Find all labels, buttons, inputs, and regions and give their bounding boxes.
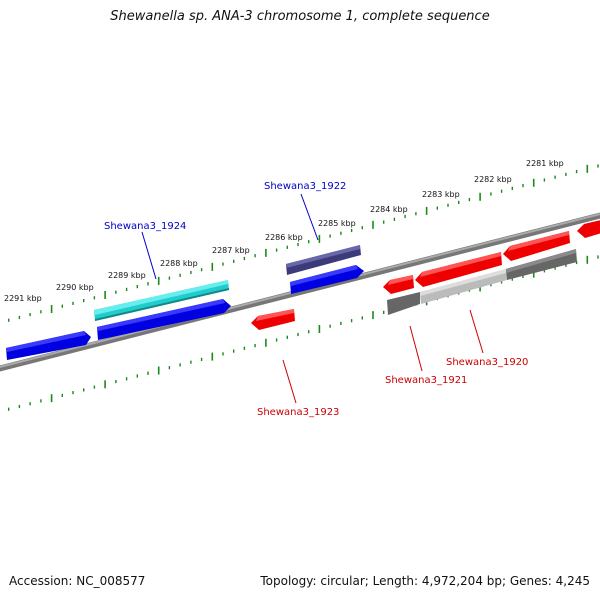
gene-shewana3-1923-arrow[interactable] <box>251 309 295 330</box>
callout-line-1922 <box>300 193 319 241</box>
map-title: Shewanella sp. ANA-3 chromosome 1, compl… <box>110 9 490 24</box>
scale-label: 2284 kbp <box>370 205 408 214</box>
scale-labels: 2281 kbp 2282 kbp 2283 kbp 2284 kbp 2285… <box>4 159 564 303</box>
scale-label: 2281 kbp <box>526 159 564 168</box>
reverse-cds-arrow[interactable] <box>415 252 502 287</box>
scale-label: 2287 kbp <box>212 246 250 255</box>
gene-labels: Shewana3_1922 Shewana3_1924 Shewana3_192… <box>104 181 528 418</box>
scale-label: 2288 kbp <box>160 259 198 268</box>
gene-shewana3-1924-feature[interactable] <box>94 280 229 321</box>
callout-line-1920 <box>469 309 484 354</box>
scale-label: 2283 kbp <box>422 190 460 199</box>
topology-summary: Topology: circular; Length: 4,972,204 bp… <box>260 574 590 588</box>
gene-label-1921[interactable]: Shewana3_1921 <box>385 375 467 386</box>
gene-label-1920[interactable]: Shewana3_1920 <box>446 357 528 368</box>
callout-line-1923 <box>282 359 297 404</box>
cds-arrow-forward[interactable] <box>6 331 91 360</box>
scale-label: 2290 kbp <box>56 283 94 292</box>
gene-label-1922[interactable]: Shewana3_1922 <box>264 181 346 192</box>
outer-scale-ticks <box>7 164 599 322</box>
gene-label-1924[interactable]: Shewana3_1924 <box>104 221 186 232</box>
scale-label: 2289 kbp <box>108 271 146 280</box>
gene-shewana3-1922-feature[interactable] <box>286 245 361 275</box>
reverse-cds-arrow[interactable] <box>577 219 600 238</box>
gene-shewana3-1920-arrow[interactable] <box>503 231 570 261</box>
forward-cds-track <box>6 265 364 360</box>
gene-label-1923[interactable]: Shewana3_1923 <box>257 407 339 418</box>
scale-label: 2282 kbp <box>474 175 512 184</box>
callout-line-1921 <box>409 325 423 372</box>
cds-arrow-forward[interactable] <box>97 299 231 340</box>
callout-lines <box>141 193 484 404</box>
gene-shewana3-1920-grey-feature[interactable] <box>387 249 577 315</box>
callout-line-1924 <box>141 231 157 280</box>
scale-label: 2291 kbp <box>4 294 42 303</box>
reverse-cds-track <box>251 219 600 330</box>
gene-shewana3-1921-arrow[interactable] <box>383 275 414 294</box>
scale-label: 2286 kbp <box>265 233 303 242</box>
accession-text: Accession: NC_008577 <box>9 574 146 588</box>
outer-feature-ring <box>94 245 577 321</box>
cds-arrow-forward[interactable] <box>290 265 364 294</box>
scale-label: 2285 kbp <box>318 219 356 228</box>
